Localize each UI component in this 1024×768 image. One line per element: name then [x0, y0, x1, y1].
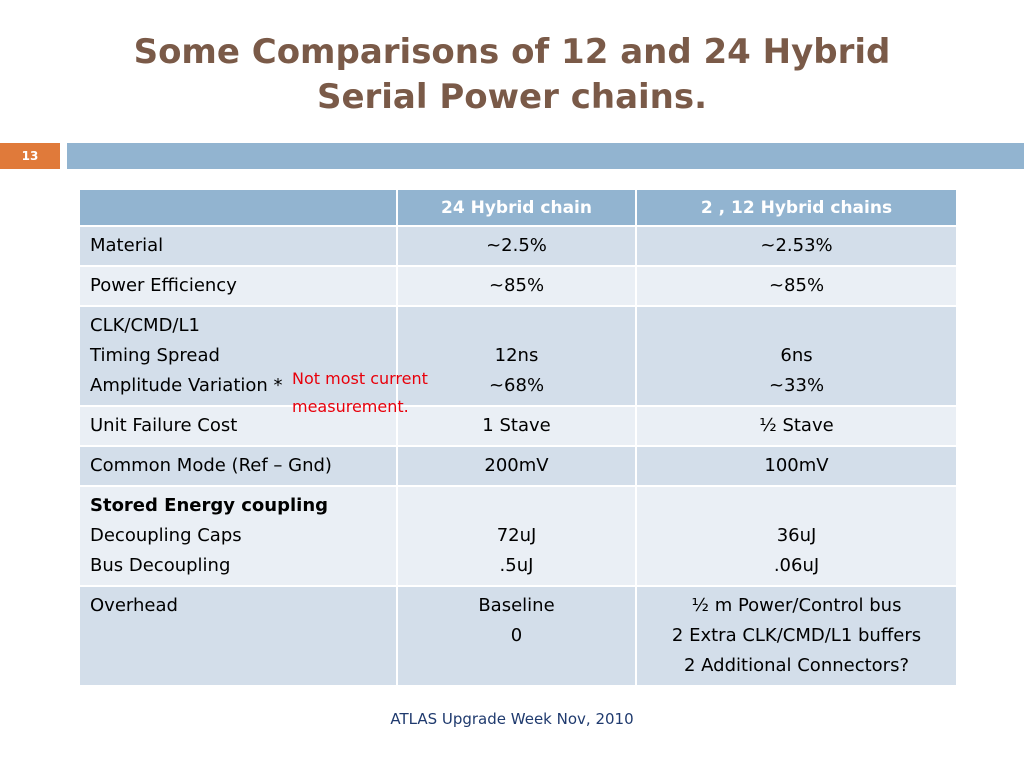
cell-value: .06uJ — [773, 555, 820, 576]
header-cell-empty — [78, 188, 398, 227]
cell-value: 6ns — [780, 345, 813, 366]
cell-24-hybrid: 72uJ .5uJ — [396, 485, 637, 587]
header-cell-12-hybrid: 2 , 12 Hybrid chains — [635, 188, 958, 227]
slide-title-line-2: Serial Power chains. — [316, 77, 708, 117]
annotation-note: Not most current measurement. — [292, 365, 428, 421]
cell-24-hybrid: 200mV — [396, 445, 637, 487]
table-row-unit-failure: Unit Failure Cost 1 Stave ½ Stave — [78, 405, 958, 447]
cell-value: 72uJ — [496, 525, 537, 546]
cell-value: ½ Stave — [759, 415, 834, 436]
cell-24-hybrid: Baseline 0 — [396, 585, 637, 687]
slide-title-line-1: Some Comparisons of 12 and 24 Hybrid — [133, 32, 891, 72]
cell-value: 2 Additional Connectors? — [683, 655, 910, 676]
cell-value: Baseline — [478, 595, 555, 616]
cell-value — [408, 311, 625, 341]
row-label-text: Timing Spread — [90, 345, 220, 366]
cell-value — [408, 491, 625, 521]
cell-24-hybrid: 1 Stave — [396, 405, 637, 447]
table-row-material: Material ~2.5% ~2.53% — [78, 225, 958, 267]
row-label: CLK/CMD/L1 Timing Spread Amplitude Varia… — [78, 305, 398, 407]
cell-24-hybrid: ~85% — [396, 265, 637, 307]
row-label: Common Mode (Ref – Gnd) — [78, 445, 398, 487]
cell-value: ~68% — [488, 375, 545, 396]
cell-value: 100mV — [764, 455, 829, 476]
comparison-table: 24 Hybrid chain 2 , 12 Hybrid chains Mat… — [78, 188, 958, 687]
title-divider-bar — [67, 143, 1024, 169]
cell-value: 2 Extra CLK/CMD/L1 buffers — [671, 625, 922, 646]
row-label-text: Bus Decoupling — [90, 555, 231, 576]
cell-value: 36uJ — [776, 525, 817, 546]
cell-12-hybrid: ½ Stave — [635, 405, 958, 447]
row-label: Overhead — [78, 585, 398, 687]
slide-number: 13 — [0, 143, 60, 169]
row-label-text: Stored Energy coupling — [90, 495, 329, 516]
cell-12-hybrid: 36uJ .06uJ — [635, 485, 958, 587]
cell-value: .5uJ — [499, 555, 534, 576]
cell-value: 0 — [510, 625, 523, 646]
cell-value: ~33% — [768, 375, 825, 396]
cell-value: 12ns — [494, 345, 539, 366]
cell-12-hybrid: ½ m Power/Control bus 2 Extra CLK/CMD/L1… — [635, 585, 958, 687]
table-row-common-mode: Common Mode (Ref – Gnd) 200mV 100mV — [78, 445, 958, 487]
row-label-text: Decoupling Caps — [90, 525, 242, 546]
table-header-row: 24 Hybrid chain 2 , 12 Hybrid chains — [78, 188, 958, 227]
header-cell-24-hybrid: 24 Hybrid chain — [396, 188, 637, 227]
cell-12-hybrid: 100mV — [635, 445, 958, 487]
row-label: Stored Energy coupling Decoupling Caps B… — [78, 485, 398, 587]
slide-title: Some Comparisons of 12 and 24 Hybrid Ser… — [0, 30, 1024, 120]
table-row-stored-energy: Stored Energy coupling Decoupling Caps B… — [78, 485, 958, 587]
cell-12-hybrid: 6ns ~33% — [635, 305, 958, 407]
row-label-text: Overhead — [90, 595, 178, 616]
cell-12-hybrid: ~2.53% — [635, 225, 958, 267]
cell-24-hybrid: ~2.5% — [396, 225, 637, 267]
row-label-text: Amplitude Variation * — [90, 375, 283, 396]
cell-value: ½ m Power/Control bus — [691, 595, 902, 616]
cell-value — [647, 491, 946, 521]
row-label: Power Efficiency — [78, 265, 398, 307]
cell-24-hybrid: 12ns ~68% — [396, 305, 637, 407]
row-label: Unit Failure Cost — [78, 405, 398, 447]
row-label-text: Common Mode (Ref – Gnd) — [90, 455, 332, 476]
table-row-power-efficiency: Power Efficiency ~85% ~85% — [78, 265, 958, 307]
cell-value: 1 Stave — [482, 415, 551, 436]
cell-value — [647, 311, 946, 341]
row-label-text: CLK/CMD/L1 — [90, 315, 200, 336]
row-label-text: Power Efficiency — [90, 275, 237, 296]
annotation-line-2: measurement. — [292, 397, 409, 416]
table-row-timing: CLK/CMD/L1 Timing Spread Amplitude Varia… — [78, 305, 958, 407]
slide-footer: ATLAS Upgrade Week Nov, 2010 — [390, 710, 634, 728]
table-row-overhead: Overhead Baseline 0 ½ m Power/Control bu… — [78, 585, 958, 687]
cell-12-hybrid: ~85% — [635, 265, 958, 307]
annotation-line-1: Not most current — [292, 369, 428, 388]
cell-value: ~2.5% — [486, 235, 547, 256]
cell-value: ~85% — [488, 275, 545, 296]
cell-value: ~85% — [768, 275, 825, 296]
row-label: Material — [78, 225, 398, 267]
cell-value: ~2.53% — [760, 235, 833, 256]
row-label-text: Material — [90, 235, 164, 256]
row-label-text: Unit Failure Cost — [90, 415, 238, 436]
cell-value: 200mV — [484, 455, 549, 476]
